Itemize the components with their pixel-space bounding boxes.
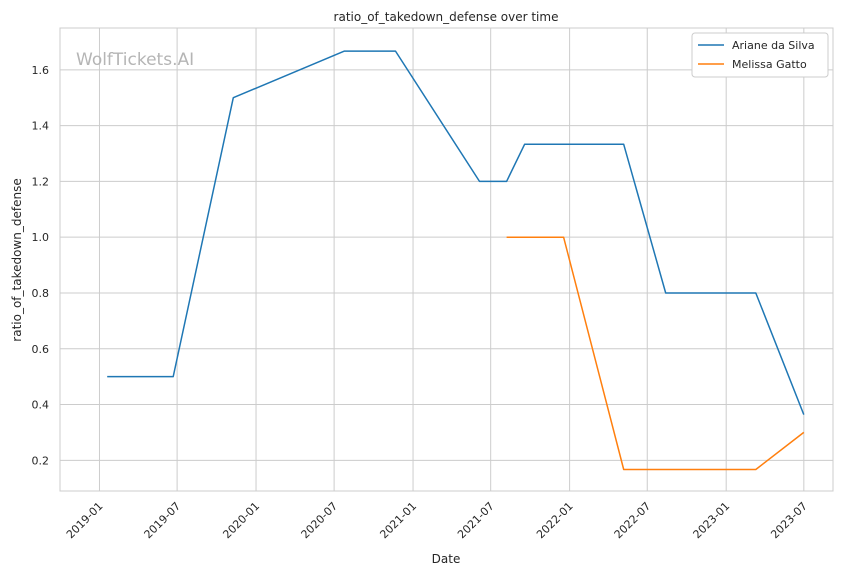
series-line-ariane-da-silva bbox=[107, 50, 805, 415]
y-tick-label: 0.4 bbox=[32, 399, 50, 412]
x-tick-label: 2020-01 bbox=[220, 500, 262, 542]
series-line-melissa-gatto bbox=[506, 236, 805, 471]
x-tick-label: 2022-07 bbox=[612, 500, 654, 542]
x-tick-label: 2022-01 bbox=[534, 500, 576, 542]
y-tick-label: 0.8 bbox=[32, 287, 50, 300]
x-tick-labels: 2019-01 2019-07 2020-01 2020-07 2021-01 2021-… bbox=[64, 500, 810, 542]
plot-frame bbox=[59, 27, 834, 492]
watermark: WolfTickets.AI bbox=[76, 50, 194, 70]
x-tick-label: 2023-01 bbox=[691, 500, 733, 542]
y-tick-label: 0.6 bbox=[32, 343, 50, 356]
x-tick-label: 2021-07 bbox=[455, 500, 497, 542]
x-tick-label: 2019-01 bbox=[64, 500, 106, 542]
chart-title: ratio_of_takedown_defense over time bbox=[334, 10, 559, 24]
legend: Ariane da Silva Melissa Gatto bbox=[691, 32, 829, 78]
x-tick-label: 2021-01 bbox=[377, 500, 419, 542]
x-tick-label: 2019-07 bbox=[142, 500, 184, 542]
legend-label-ariane-da-silva: Ariane da Silva bbox=[732, 39, 815, 52]
y-tick-label: 1.6 bbox=[32, 64, 50, 77]
legend-label-melissa-gatto: Melissa Gatto bbox=[732, 58, 807, 71]
y-tick-label: 1.0 bbox=[32, 231, 50, 244]
y-tick-label: 1.4 bbox=[32, 120, 50, 133]
x-tick-label: 2023-07 bbox=[768, 500, 810, 542]
y-axis-label: ratio_of_takedown_defense bbox=[10, 178, 24, 341]
y-tick-label: 1.2 bbox=[32, 175, 50, 188]
x-axis-label: Date bbox=[432, 552, 461, 566]
y-tick-label: 0.2 bbox=[32, 454, 50, 467]
x-tick-label: 2020-07 bbox=[299, 500, 341, 542]
plot-background bbox=[60, 28, 833, 491]
y-tick-labels: 0.2 0.4 0.6 0.8 1.0 1.2 1.4 1.6 bbox=[32, 64, 50, 467]
series-layer bbox=[107, 50, 805, 471]
legend-box bbox=[691, 32, 829, 78]
